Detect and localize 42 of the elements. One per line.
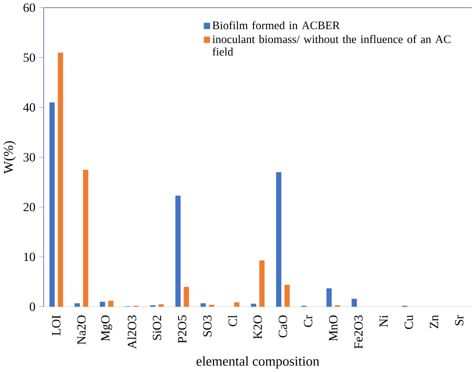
bar: [74, 303, 80, 307]
x-tick-label: Cu: [404, 315, 414, 330]
x-tick-label: P2O5: [178, 315, 186, 344]
legend-label: Biofilm formed in ACBER: [212, 21, 340, 30]
bar: [184, 286, 190, 307]
x-tick-label: MgO: [101, 315, 112, 342]
y-axis-title: W(%): [3, 141, 16, 174]
x-tick-label: Zn: [430, 315, 438, 328]
x-tick-label: SiO2: [152, 316, 162, 340]
x-tick-label: CaO: [278, 315, 288, 338]
x-tick-label: Al2O3: [127, 315, 136, 349]
x-tick-label: Cl: [228, 315, 237, 326]
bar: [284, 284, 290, 307]
bar: [83, 170, 88, 307]
bar: [326, 288, 332, 307]
x-tick-label: LOI: [52, 315, 60, 336]
bar: [49, 102, 55, 307]
bar: [175, 196, 181, 307]
bar: [259, 260, 265, 307]
bar: [58, 52, 64, 307]
y-tick-label: 30: [24, 152, 36, 162]
x-tick-label: Sr: [454, 315, 464, 326]
y-tick-label: 50: [24, 53, 36, 62]
y-tick-label: 40: [23, 103, 36, 112]
legend-label: inoculant biomass/ without the influence of an AC field: [212, 34, 450, 56]
bar: [200, 303, 206, 307]
y-tick-label: 10: [24, 252, 36, 262]
x-tick-label: Ni: [379, 315, 388, 328]
x-tick-label: Cr: [304, 315, 312, 327]
x-tick-label: Fe2O3: [354, 315, 363, 349]
x-axis-title: elemental composition: [196, 356, 320, 369]
x-tick-label: MnO: [329, 315, 338, 342]
x-tick-label: SO3: [203, 315, 212, 336]
x-tick-label: Na2O: [77, 315, 86, 344]
bar: [234, 302, 240, 307]
bar: [276, 172, 282, 307]
bar: [108, 300, 114, 307]
y-tick-label: 60: [24, 3, 36, 12]
y-tick-label: 0: [30, 302, 36, 311]
bar: [352, 298, 357, 307]
x-tick-label: K2O: [254, 315, 262, 339]
y-tick-label: 20: [24, 202, 36, 212]
